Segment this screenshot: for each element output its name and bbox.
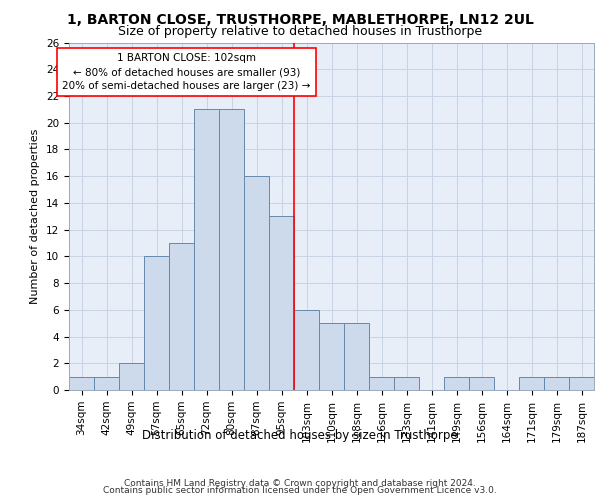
Bar	[519, 376, 544, 390]
Bar	[269, 216, 294, 390]
Text: Contains public sector information licensed under the Open Government Licence v3: Contains public sector information licen…	[103, 486, 497, 495]
Bar	[394, 376, 419, 390]
Bar	[219, 110, 244, 390]
Bar	[69, 376, 94, 390]
Y-axis label: Number of detached properties: Number of detached properties	[31, 128, 40, 304]
Text: 1, BARTON CLOSE, TRUSTHORPE, MABLETHORPE, LN12 2UL: 1, BARTON CLOSE, TRUSTHORPE, MABLETHORPE…	[67, 12, 533, 26]
Bar	[119, 364, 144, 390]
Bar	[369, 376, 394, 390]
Text: 1 BARTON CLOSE: 102sqm
← 80% of detached houses are smaller (93)
20% of semi-det: 1 BARTON CLOSE: 102sqm ← 80% of detached…	[62, 53, 311, 91]
Bar	[319, 323, 344, 390]
Bar	[194, 110, 219, 390]
Bar	[444, 376, 469, 390]
Bar	[344, 323, 369, 390]
Bar	[469, 376, 494, 390]
Bar	[144, 256, 169, 390]
Bar	[169, 243, 194, 390]
Text: Contains HM Land Registry data © Crown copyright and database right 2024.: Contains HM Land Registry data © Crown c…	[124, 478, 476, 488]
Bar	[294, 310, 319, 390]
Bar	[569, 376, 594, 390]
Bar	[544, 376, 569, 390]
Text: Distribution of detached houses by size in Trusthorpe: Distribution of detached houses by size …	[142, 430, 458, 442]
Text: Size of property relative to detached houses in Trusthorpe: Size of property relative to detached ho…	[118, 25, 482, 38]
Bar	[94, 376, 119, 390]
Bar	[244, 176, 269, 390]
